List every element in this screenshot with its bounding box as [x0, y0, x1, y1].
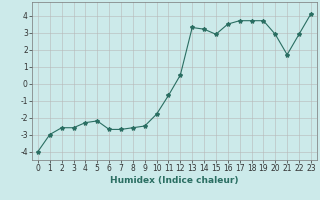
X-axis label: Humidex (Indice chaleur): Humidex (Indice chaleur)	[110, 176, 239, 185]
